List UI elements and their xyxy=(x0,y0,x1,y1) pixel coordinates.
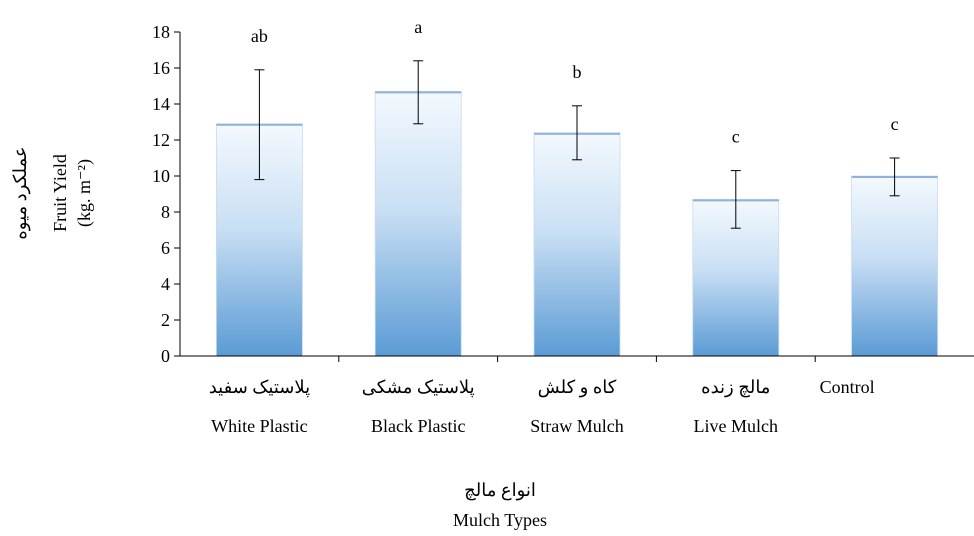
category-label-en: White Plastic xyxy=(211,416,307,436)
category-label-fa: پلاستیک سفید xyxy=(209,377,310,398)
y-axis-title-unit: (kg. m⁻²) xyxy=(74,159,95,227)
bar xyxy=(851,175,938,357)
category-label-en: Black Plastic xyxy=(371,416,465,436)
error-bars-group xyxy=(254,60,900,229)
y-tick-label: 18 xyxy=(152,22,170,42)
bar xyxy=(533,132,621,357)
y-tick-label: 4 xyxy=(161,274,170,294)
x-ticks-group xyxy=(338,356,816,362)
significance-label: c xyxy=(732,127,740,147)
y-ticks-group: 0 2 4 6 8 10 12 14 16 18 xyxy=(152,22,180,366)
x-axis-title-fa: انواع مالچ xyxy=(464,480,536,501)
significance-label: ab xyxy=(251,26,268,46)
category-labels-group: پلاستیک سفید White Plastic پلاستیک مشکی Bla… xyxy=(209,377,875,436)
y-tick-label: 6 xyxy=(161,238,170,258)
y-tick-label: 14 xyxy=(152,94,170,114)
significance-label: c xyxy=(891,114,899,134)
category-label-fa: کاه و کلش xyxy=(538,377,617,398)
significance-label: b xyxy=(573,62,582,82)
y-tick-label: 12 xyxy=(152,130,170,150)
category-label-en: Straw Mulch xyxy=(530,416,624,436)
category-label-fa: پلاستیک مشکی xyxy=(362,377,475,398)
y-tick-label: 8 xyxy=(161,202,170,222)
significance-label: a xyxy=(414,17,422,37)
y-tick-label: 10 xyxy=(152,166,170,186)
category-label-fa: مالچ زنده xyxy=(701,377,770,398)
x-axis-title-en: Mulch Types xyxy=(453,510,547,530)
y-tick-label: 0 xyxy=(161,346,170,366)
y-axis-title-en: Fruit Yield xyxy=(50,154,70,232)
y-axis-title: عملکرد میوه Fruit Yield (kg. m⁻²) xyxy=(10,146,95,239)
category-label-en: Live Mulch xyxy=(694,416,778,436)
y-tick-label: 2 xyxy=(161,310,170,330)
y-axis-title-fa: عملکرد میوه xyxy=(10,146,31,239)
bar xyxy=(374,91,462,357)
category-label-en: Control xyxy=(820,377,875,397)
y-tick-label: 16 xyxy=(152,58,170,78)
